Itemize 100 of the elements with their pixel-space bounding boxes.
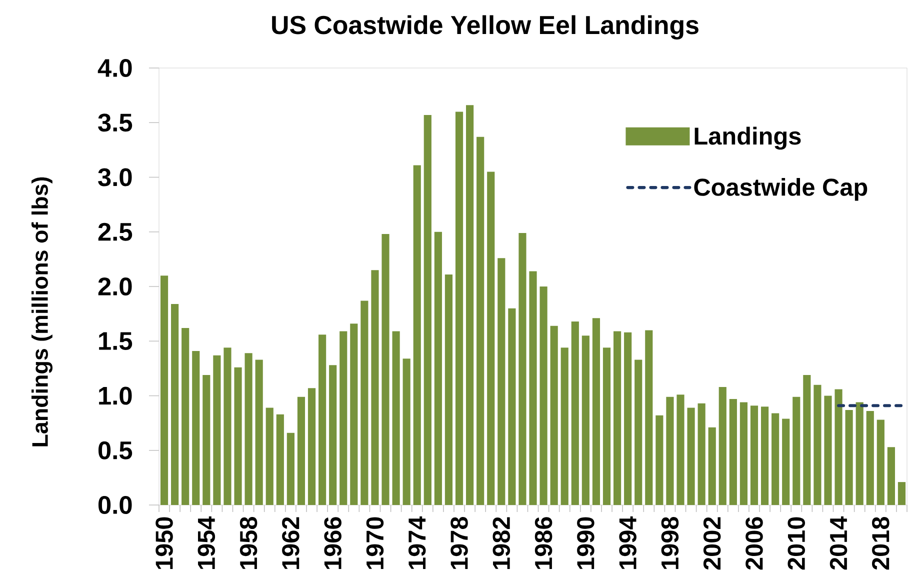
x-tick-label: 2006 bbox=[746, 517, 763, 570]
bar bbox=[487, 172, 495, 505]
bar bbox=[350, 324, 358, 505]
bar bbox=[645, 330, 653, 505]
y-tick-label: 2.5 bbox=[98, 222, 132, 241]
bar bbox=[529, 271, 537, 505]
x-tick-label: 2014 bbox=[830, 516, 848, 570]
bar bbox=[171, 304, 179, 505]
bar bbox=[676, 394, 684, 505]
x-tick-label: 1998 bbox=[661, 516, 679, 569]
bar bbox=[613, 331, 622, 505]
bar bbox=[318, 334, 326, 505]
x-tick-label: 1966 bbox=[324, 517, 342, 569]
bar bbox=[340, 331, 348, 505]
x-tick-label: 1990 bbox=[577, 517, 594, 569]
y-tick-label: 0.5 bbox=[98, 441, 132, 460]
bar bbox=[656, 415, 664, 505]
bar bbox=[760, 406, 769, 505]
y-tick-label: 3.0 bbox=[98, 168, 132, 186]
bar bbox=[276, 414, 284, 505]
x-tick-label: 2018 bbox=[872, 516, 890, 570]
bar bbox=[856, 402, 864, 505]
bar bbox=[434, 232, 442, 505]
bar bbox=[286, 432, 294, 505]
bar bbox=[297, 396, 306, 505]
x-tick-label: 2002 bbox=[703, 517, 721, 570]
bar bbox=[224, 348, 232, 505]
bar bbox=[308, 388, 316, 505]
bar bbox=[444, 274, 453, 505]
x-tick-label: 2010 bbox=[788, 517, 806, 570]
bar bbox=[687, 408, 695, 505]
x-tick-label: 1958 bbox=[240, 516, 258, 569]
bar bbox=[360, 300, 368, 505]
y-tick-label: 2.0 bbox=[98, 278, 132, 296]
bar bbox=[898, 482, 906, 505]
bar bbox=[234, 367, 242, 505]
bar bbox=[402, 358, 410, 505]
x-tick-label: 1950 bbox=[156, 517, 173, 569]
bar bbox=[624, 332, 632, 505]
legend-label: Coastwide Cap bbox=[694, 178, 868, 201]
bar bbox=[392, 331, 400, 505]
x-tick-label: 1962 bbox=[282, 517, 300, 569]
bar bbox=[582, 336, 590, 505]
bar bbox=[329, 365, 337, 505]
bar bbox=[782, 418, 790, 505]
bar bbox=[244, 353, 252, 505]
bar bbox=[508, 308, 516, 505]
y-tick-label: 1.0 bbox=[99, 386, 132, 405]
bar bbox=[834, 389, 842, 505]
bar bbox=[213, 355, 221, 505]
bar bbox=[255, 360, 263, 505]
bar bbox=[708, 427, 716, 505]
y-tick-label: 3.5 bbox=[98, 114, 132, 132]
bar bbox=[382, 234, 390, 505]
bar bbox=[803, 374, 811, 505]
bar bbox=[814, 384, 822, 505]
x-tick-label: 1982 bbox=[492, 517, 510, 569]
bar bbox=[550, 326, 558, 505]
y-axis-title: Landings (millions of lbs) bbox=[31, 177, 52, 446]
bar bbox=[266, 408, 274, 505]
bar bbox=[740, 402, 748, 505]
x-tick-label: 1954 bbox=[198, 516, 216, 569]
x-tick-label: 1986 bbox=[534, 517, 552, 569]
bar bbox=[866, 411, 874, 505]
bar bbox=[634, 360, 642, 505]
bar bbox=[424, 114, 432, 505]
bar bbox=[845, 410, 853, 505]
bar bbox=[824, 396, 832, 505]
bar bbox=[413, 165, 421, 505]
bar bbox=[729, 399, 737, 505]
bar bbox=[498, 258, 506, 505]
bar bbox=[666, 396, 674, 505]
x-tick-label: 1994 bbox=[619, 516, 636, 569]
x-tick-label: 1974 bbox=[408, 516, 426, 569]
bar bbox=[455, 112, 464, 505]
x-tick-label: 1970 bbox=[366, 517, 384, 569]
bar bbox=[182, 328, 190, 505]
x-tick-label: 1978 bbox=[450, 516, 468, 569]
bar bbox=[560, 348, 568, 505]
bar bbox=[698, 403, 706, 505]
bar bbox=[876, 420, 884, 505]
bar bbox=[192, 350, 200, 505]
bar bbox=[571, 321, 579, 505]
bar bbox=[476, 136, 484, 505]
bar bbox=[371, 270, 379, 505]
bar bbox=[718, 387, 726, 505]
bar bbox=[160, 276, 168, 505]
bar bbox=[750, 406, 758, 505]
bar bbox=[592, 318, 600, 505]
bar bbox=[792, 396, 800, 505]
legend-label: Landings bbox=[694, 126, 801, 150]
bar bbox=[518, 232, 526, 505]
bar bbox=[466, 105, 474, 505]
y-tick-label: 1.5 bbox=[99, 332, 132, 350]
y-tick-label: 0.0 bbox=[98, 496, 132, 514]
bar bbox=[602, 348, 611, 505]
bar bbox=[202, 374, 210, 505]
chart-title: US Coastwide Yellow Eel Landings bbox=[272, 15, 698, 40]
bar bbox=[540, 286, 548, 505]
y-tick-label: 4.0 bbox=[98, 59, 132, 77]
